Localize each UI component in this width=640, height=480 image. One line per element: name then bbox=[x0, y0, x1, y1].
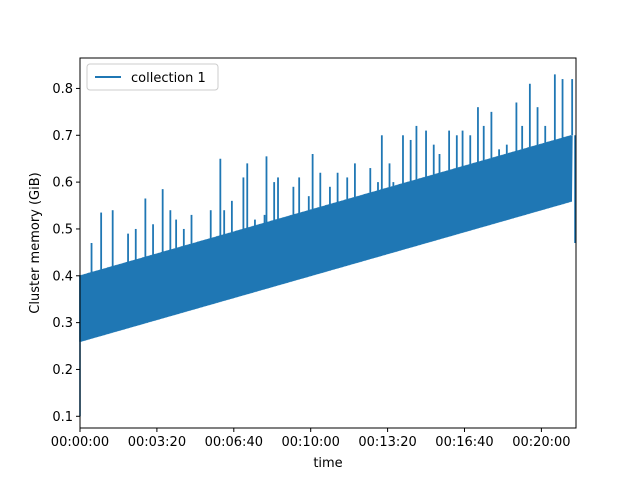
legend: collection 1 bbox=[86, 63, 219, 91]
x-tick-label: 00:03:20 bbox=[128, 435, 186, 450]
x-tick-label: 00:16:40 bbox=[435, 435, 493, 450]
x-axis-label: time bbox=[313, 456, 342, 471]
x-tick-label: 00:20:00 bbox=[512, 435, 570, 450]
y-tick-label: 0.4 bbox=[52, 269, 73, 284]
legend-label: collection 1 bbox=[131, 71, 206, 86]
plot-area bbox=[79, 74, 576, 417]
y-tick-label: 0.2 bbox=[52, 363, 73, 378]
y-tick-label: 0.1 bbox=[52, 410, 73, 425]
y-axis-label: Cluster memory (GiB) bbox=[28, 172, 43, 313]
x-tick-label: 00:00:00 bbox=[51, 435, 109, 450]
x-tick-label: 00:06:40 bbox=[205, 435, 263, 450]
x-tick-label: 00:13:20 bbox=[358, 435, 416, 450]
y-tick-label: 0.3 bbox=[52, 316, 73, 331]
y-tick-label: 0.6 bbox=[52, 176, 73, 191]
y-tick-label: 0.5 bbox=[52, 222, 73, 237]
axes-frame bbox=[79, 57, 577, 429]
y-axis-ticks: 0.1 0.2 0.3 0.4 0.5 0.6 0.7 0.8 bbox=[52, 82, 80, 425]
x-tick-label: 00:10:00 bbox=[282, 435, 340, 450]
x-axis-ticks: 00:00:00 00:03:20 00:06:40 00:10:00 00:13:20… bbox=[51, 428, 571, 450]
y-tick-label: 0.7 bbox=[52, 129, 73, 144]
series-line-collection-1 bbox=[79, 135, 573, 343]
legend-box bbox=[86, 63, 219, 91]
y-tick-label: 0.8 bbox=[52, 82, 73, 97]
